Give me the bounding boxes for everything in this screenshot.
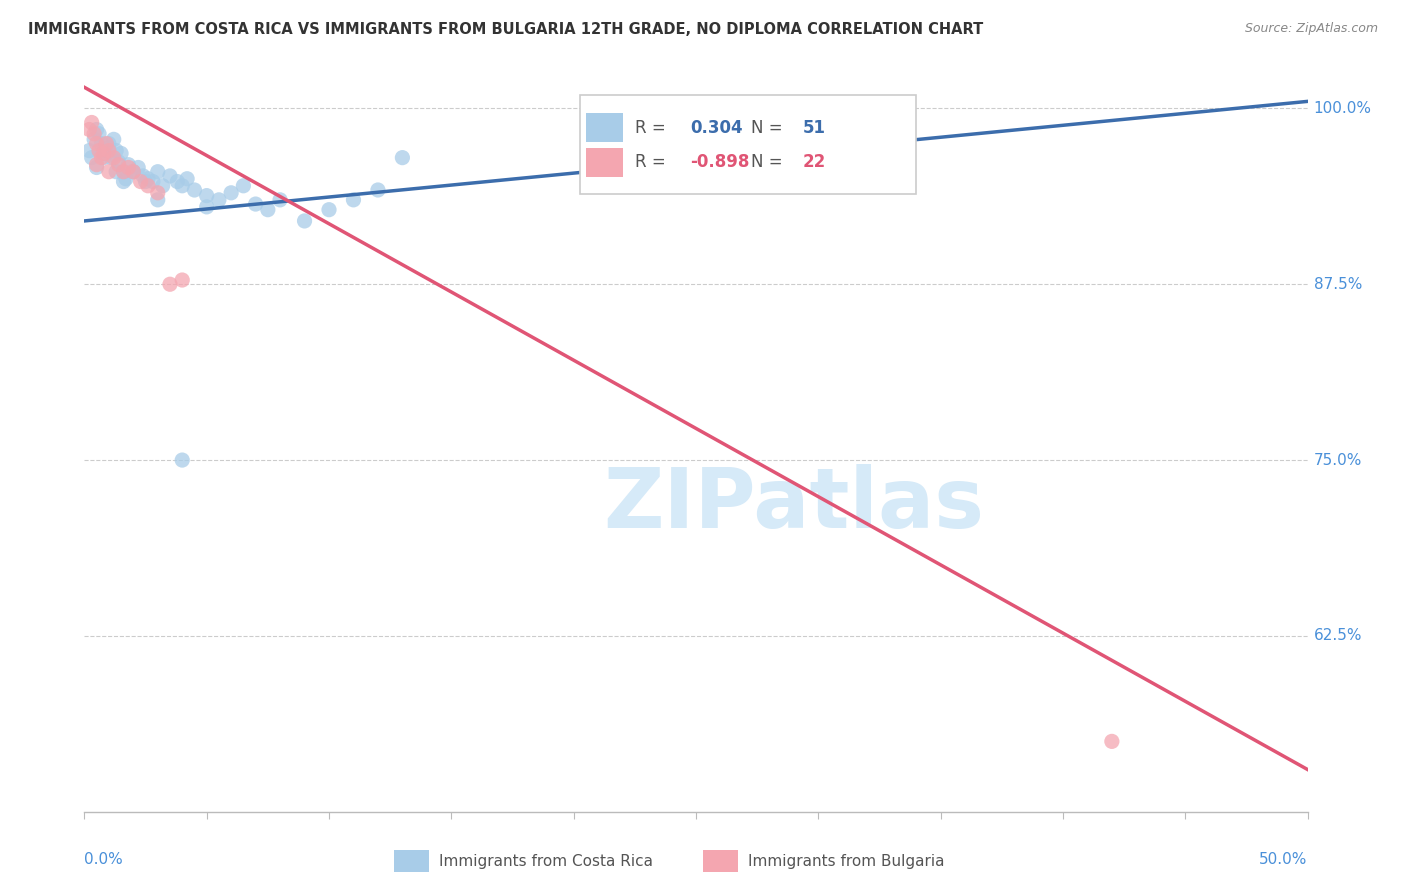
Point bbox=[257, 202, 280, 217]
Text: N =: N = bbox=[751, 119, 787, 136]
Point bbox=[245, 197, 267, 211]
Point bbox=[219, 186, 242, 200]
Point bbox=[105, 144, 128, 158]
Point bbox=[112, 175, 135, 189]
Point bbox=[107, 154, 129, 169]
Point bbox=[83, 132, 105, 146]
Point bbox=[159, 277, 181, 292]
Text: 50.0%: 50.0% bbox=[1260, 852, 1308, 867]
Text: Immigrants from Bulgaria: Immigrants from Bulgaria bbox=[748, 855, 945, 869]
Point bbox=[97, 164, 120, 178]
Text: N =: N = bbox=[751, 153, 787, 171]
Text: R =: R = bbox=[636, 119, 671, 136]
Point bbox=[146, 164, 169, 178]
Point bbox=[103, 132, 125, 146]
Text: ZIPatlas: ZIPatlas bbox=[603, 464, 984, 545]
FancyBboxPatch shape bbox=[586, 113, 623, 143]
Point bbox=[318, 202, 340, 217]
Point bbox=[176, 171, 198, 186]
Point bbox=[96, 136, 118, 151]
Point bbox=[90, 151, 112, 165]
Point bbox=[86, 122, 108, 136]
Point bbox=[294, 214, 316, 228]
Point bbox=[172, 273, 194, 287]
Point bbox=[135, 175, 157, 189]
Point bbox=[208, 193, 231, 207]
Point bbox=[342, 193, 364, 207]
Point bbox=[195, 200, 218, 214]
Point bbox=[146, 186, 169, 200]
Point bbox=[107, 158, 129, 172]
Text: 87.5%: 87.5% bbox=[1313, 277, 1362, 292]
Text: 0.304: 0.304 bbox=[690, 119, 742, 136]
Point bbox=[100, 151, 122, 165]
Point bbox=[152, 178, 174, 193]
Point bbox=[97, 144, 120, 158]
Point bbox=[117, 158, 139, 172]
Point bbox=[86, 136, 108, 151]
Point bbox=[172, 453, 194, 467]
Point bbox=[183, 183, 205, 197]
Text: 51: 51 bbox=[803, 119, 825, 136]
Point bbox=[122, 164, 145, 178]
Point bbox=[86, 158, 108, 172]
Point bbox=[166, 175, 188, 189]
Point bbox=[129, 175, 152, 189]
Text: 62.5%: 62.5% bbox=[1313, 628, 1362, 643]
Point bbox=[117, 161, 139, 175]
Point bbox=[80, 151, 103, 165]
Text: Source: ZipAtlas.com: Source: ZipAtlas.com bbox=[1244, 22, 1378, 36]
Point bbox=[80, 115, 103, 129]
Point bbox=[1101, 734, 1123, 748]
Text: IMMIGRANTS FROM COSTA RICA VS IMMIGRANTS FROM BULGARIA 12TH GRADE, NO DIPLOMA CO: IMMIGRANTS FROM COSTA RICA VS IMMIGRANTS… bbox=[28, 22, 983, 37]
Point bbox=[172, 178, 194, 193]
FancyBboxPatch shape bbox=[586, 147, 623, 177]
Point bbox=[97, 141, 120, 155]
Point bbox=[195, 188, 218, 202]
Point bbox=[93, 146, 115, 161]
Point bbox=[86, 161, 108, 175]
Point bbox=[110, 146, 132, 161]
Text: 100.0%: 100.0% bbox=[1313, 101, 1372, 116]
Point bbox=[77, 144, 100, 158]
Point bbox=[127, 161, 149, 175]
Point bbox=[105, 164, 128, 178]
Point bbox=[87, 144, 110, 158]
Point bbox=[93, 151, 115, 165]
Point bbox=[159, 169, 181, 183]
Point bbox=[103, 151, 125, 165]
FancyBboxPatch shape bbox=[579, 95, 917, 194]
Point bbox=[87, 127, 110, 141]
Point bbox=[391, 151, 413, 165]
Point bbox=[269, 193, 291, 207]
Point bbox=[83, 127, 105, 141]
Point bbox=[146, 193, 169, 207]
Point bbox=[112, 164, 135, 178]
Text: 0.0%: 0.0% bbox=[84, 852, 124, 867]
Point bbox=[90, 136, 112, 151]
Point bbox=[96, 146, 118, 161]
Text: 22: 22 bbox=[803, 153, 825, 171]
Text: R =: R = bbox=[636, 153, 671, 171]
Point bbox=[93, 144, 115, 158]
Point bbox=[367, 183, 389, 197]
Point bbox=[77, 122, 100, 136]
Point bbox=[136, 171, 159, 186]
Point bbox=[115, 171, 138, 186]
Point bbox=[112, 164, 135, 178]
Point bbox=[122, 164, 145, 178]
Point bbox=[136, 178, 159, 193]
Point bbox=[232, 178, 254, 193]
Point bbox=[142, 175, 165, 189]
Text: Immigrants from Costa Rica: Immigrants from Costa Rica bbox=[439, 855, 652, 869]
Point bbox=[122, 164, 145, 178]
Text: 75.0%: 75.0% bbox=[1313, 452, 1362, 467]
Point bbox=[132, 169, 155, 183]
Text: -0.898: -0.898 bbox=[690, 153, 749, 171]
Point bbox=[97, 136, 120, 151]
